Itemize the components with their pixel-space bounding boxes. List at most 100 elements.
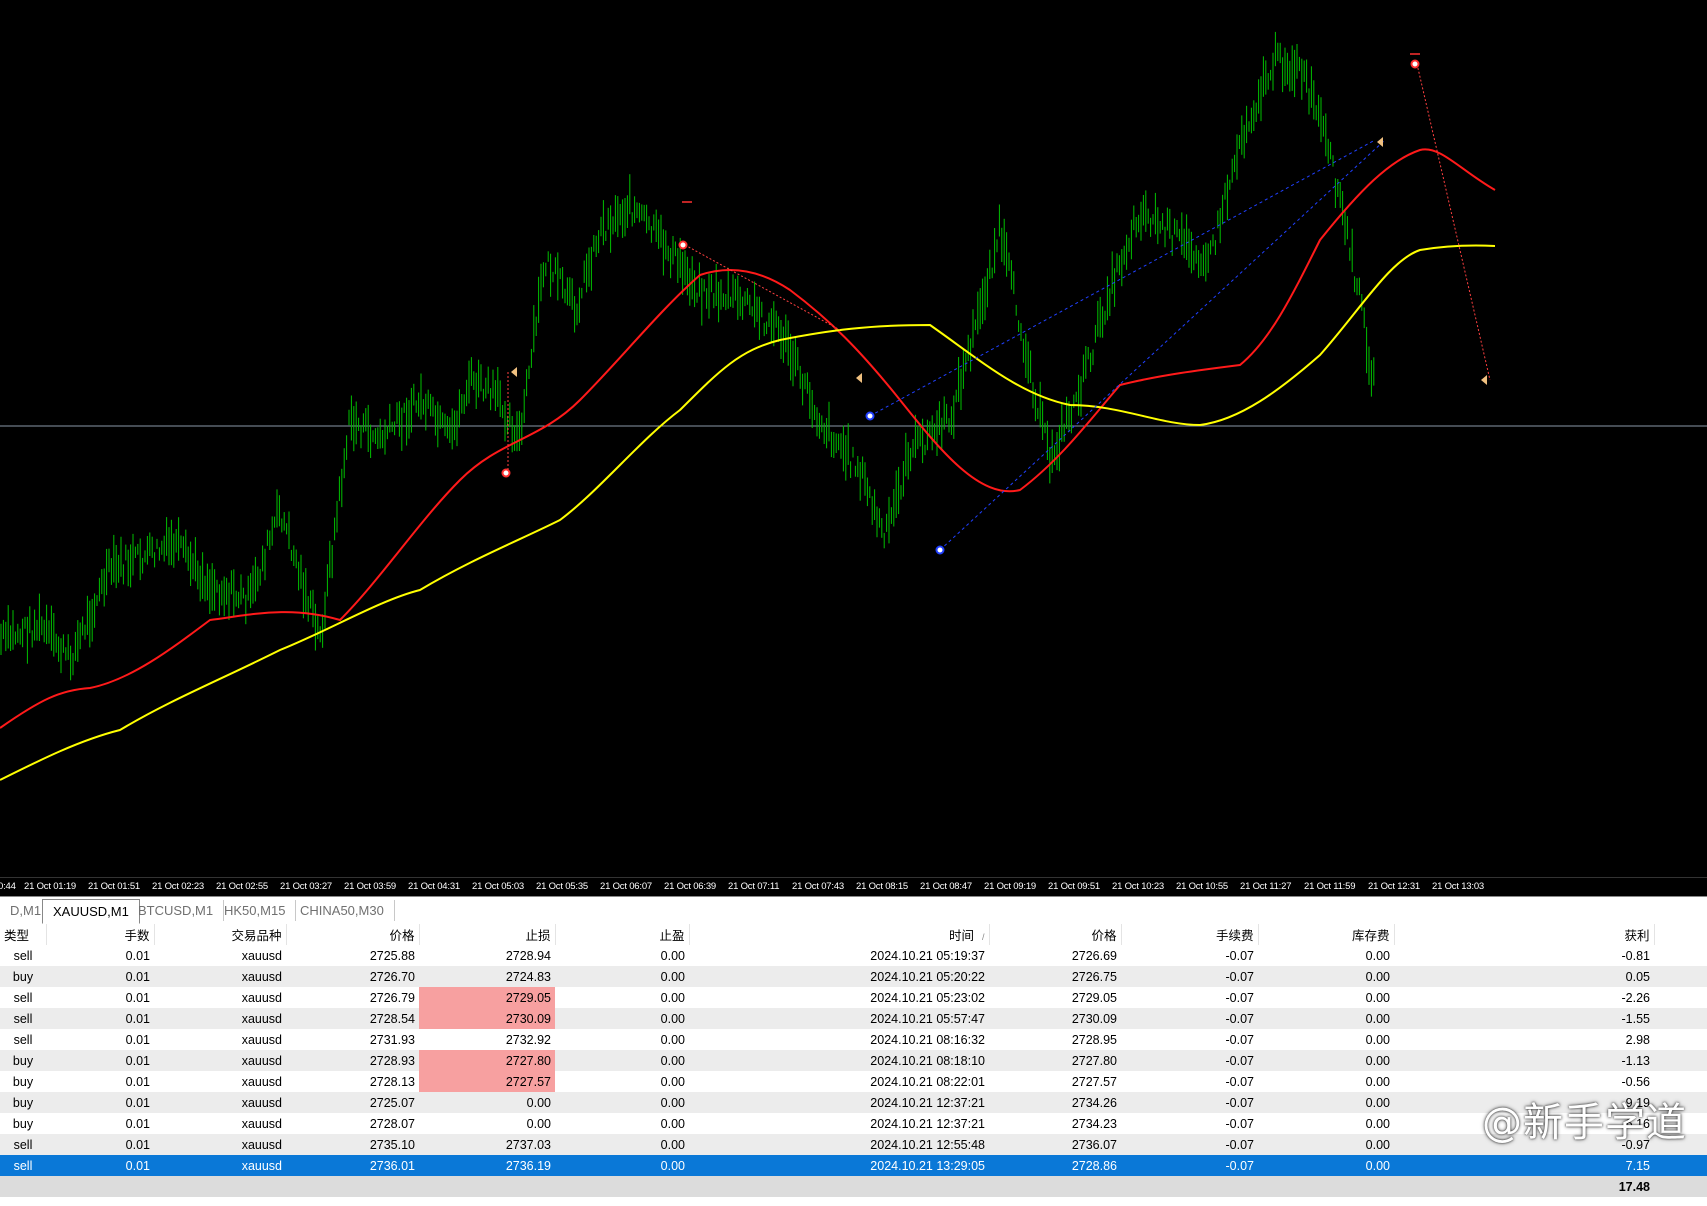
col-commission-header[interactable]: 手续费 xyxy=(1121,924,1259,945)
table-row[interactable]: buy 0.01 xauusd 2725.07 0.00 0.00 2024.10.21 1… xyxy=(0,1092,1707,1113)
time-tick-label: 21 Oct 09:19 xyxy=(984,881,1036,892)
cell-type: buy xyxy=(12,1116,34,1131)
trade-line xyxy=(869,139,1376,417)
table-row[interactable]: buy 0.01 xauusd 2728.07 0.00 0.00 2024.10.21 1… xyxy=(0,1113,1707,1134)
cell-tp: 0.00 xyxy=(555,1134,689,1155)
cell-spacer xyxy=(1654,1029,1707,1050)
cell-sl: 2736.19 xyxy=(419,1155,555,1176)
col-open-price-header[interactable]: 价格 xyxy=(286,924,420,945)
total-empty-cell xyxy=(286,1176,419,1197)
table-row[interactable]: buy 0.01 xauusd 2728.13 2727.57 0.00 2024.10.2… xyxy=(0,1071,1707,1092)
tab-xauusd-m1[interactable]: XAUUSD,M1 xyxy=(42,899,140,924)
cell-sl: 2737.03 xyxy=(419,1134,555,1155)
cell-swap: 0.00 xyxy=(1365,948,1390,963)
time-tick-label: 21 Oct 09:51 xyxy=(1048,881,1100,892)
cell-profit: 2.98 xyxy=(1625,1032,1650,1047)
cell-swap: 0.00 xyxy=(1365,1074,1390,1089)
cell-lots: 0.01 xyxy=(125,1074,150,1089)
cell-commission: -0.07 xyxy=(1121,1050,1258,1071)
cell-tp: 0.00 xyxy=(660,990,685,1005)
cell-swap: 0.00 xyxy=(1365,990,1390,1005)
price-chart[interactable]: 0:44 21 Oct 01:19 21 Oct 01:51 21 Oct 02:23… xyxy=(0,0,1707,896)
col-close-price-header[interactable]: 价格 xyxy=(989,924,1122,945)
cell-spacer xyxy=(1654,1134,1707,1155)
cell-commission: -0.07 xyxy=(1225,1116,1255,1131)
ma-slow-line xyxy=(0,244,1496,781)
col-tp-header[interactable]: 止盈 xyxy=(555,924,690,945)
cell-close-price: 2728.95 xyxy=(1071,1032,1117,1047)
col-sl-header[interactable]: 止损 xyxy=(419,924,556,945)
cell-sl: 2730.09 xyxy=(419,1008,555,1029)
cell-lots: 0.01 xyxy=(125,1116,150,1131)
cell-swap: 0.00 xyxy=(1365,1032,1390,1047)
table-row[interactable]: buy 0.01 xauusd 2728.93 2727.80 0.00 2024.10.2… xyxy=(0,1050,1707,1071)
cell-tp: 0.00 xyxy=(660,1032,685,1047)
tab-hk50-m15[interactable]: HK50,M15 xyxy=(214,900,297,921)
cell-symbol: xauusd xyxy=(241,1074,282,1089)
tab-btcusd-m1[interactable]: BTCUSD,M1 xyxy=(128,900,225,921)
cell-open-price: 2735.10 xyxy=(286,1134,419,1155)
cell-lots: 0.01 xyxy=(125,990,150,1005)
table-row[interactable]: sell 0.01 xauusd 2736.01 2736.19 0.00 2024.10.… xyxy=(0,1155,1707,1176)
exit-arrow-marker xyxy=(856,373,862,383)
col-profit-header[interactable]: 获利 xyxy=(1394,924,1655,945)
time-tick-label: 21 Oct 07:11 xyxy=(728,881,780,892)
cell-commission: -0.07 xyxy=(1121,966,1258,987)
total-empty-cell xyxy=(0,1176,46,1197)
cell-sl: 2724.83 xyxy=(419,966,555,987)
total-empty-cell xyxy=(1258,1176,1394,1197)
cell-time: 2024.10.21 08:16:32 xyxy=(870,1032,985,1047)
table-row[interactable]: sell 0.01 xauusd 2726.79 2729.05 0.00 2024.10.… xyxy=(0,987,1707,1008)
chart-canvas[interactable] xyxy=(0,0,1707,877)
col-symbol-header[interactable]: 交易品种 xyxy=(154,924,287,945)
ma-fast-line xyxy=(0,148,1496,729)
cell-swap: 0.00 xyxy=(1258,966,1394,987)
cell-symbol: xauusd xyxy=(154,1050,286,1071)
cell-commission: -0.07 xyxy=(1121,1155,1258,1176)
cell-tp: 0.00 xyxy=(660,948,685,963)
table-row[interactable]: sell 0.01 xauusd 2728.54 2730.09 0.00 2024.10.… xyxy=(0,1008,1707,1029)
time-tick-label: 21 Oct 04:31 xyxy=(408,881,460,892)
cell-lots: 0.01 xyxy=(46,1155,154,1176)
time-tick-label: 21 Oct 03:27 xyxy=(280,881,332,892)
total-empty-cell xyxy=(555,1176,689,1197)
cell-spacer xyxy=(1654,1155,1707,1176)
cell-spacer xyxy=(1654,1176,1707,1197)
time-tick-label: 21 Oct 01:51 xyxy=(88,881,140,892)
cell-close-price: 2730.09 xyxy=(989,1008,1121,1029)
cell-symbol: xauusd xyxy=(241,1116,282,1131)
cell-sl: 2729.05 xyxy=(419,987,555,1008)
time-tick-label: 21 Oct 01:19 xyxy=(24,881,76,892)
trade-line xyxy=(939,139,1386,551)
cell-time: 2024.10.21 12:37:21 xyxy=(870,1116,985,1131)
cell-commission: -0.07 xyxy=(1121,1092,1258,1113)
table-total-row: 17.48 xyxy=(0,1176,1707,1197)
time-tick-label: 21 Oct 10:55 xyxy=(1176,881,1228,892)
table-row[interactable]: buy 0.01 xauusd 2726.70 2724.83 0.00 2024.10.2… xyxy=(0,966,1707,987)
cell-profit: -0.97 xyxy=(1394,1134,1654,1155)
tab-china50-m30[interactable]: CHINA50,M30 xyxy=(290,900,395,921)
cell-open-price: 2728.54 xyxy=(286,1008,419,1029)
cell-type: buy xyxy=(12,1074,34,1089)
table-row[interactable]: sell 0.01 xauusd 2731.93 2732.92 0.00 2024.10.… xyxy=(0,1029,1707,1050)
cell-close-price: 2734.26 xyxy=(989,1092,1121,1113)
cell-type: sell xyxy=(0,1008,46,1029)
cell-symbol: xauusd xyxy=(241,948,282,963)
cell-symbol: xauusd xyxy=(154,1134,286,1155)
exit-arrow-marker xyxy=(1377,137,1383,147)
table-row[interactable]: sell 0.01 xauusd 2725.88 2728.94 0.00 2024.10.… xyxy=(0,945,1707,966)
col-type-header[interactable]: 类型 xyxy=(0,924,47,945)
col-lots-header[interactable]: 手数 xyxy=(46,924,155,945)
table-row[interactable]: sell 0.01 xauusd 2735.10 2737.03 0.00 2024.10.… xyxy=(0,1134,1707,1155)
cell-spacer xyxy=(1654,945,1707,966)
cell-profit: 7.15 xyxy=(1394,1155,1654,1176)
cell-commission: -0.07 xyxy=(1225,990,1255,1005)
time-tick-label: 21 Oct 13:03 xyxy=(1432,881,1484,892)
col-time-header[interactable]: 时间 / xyxy=(689,924,990,945)
col-swap-header[interactable]: 库存费 xyxy=(1258,924,1395,945)
cell-profit: -0.56 xyxy=(1621,1074,1651,1089)
cell-lots: 0.01 xyxy=(125,948,150,963)
cell-close-price: 2729.05 xyxy=(1071,990,1117,1005)
cell-symbol: xauusd xyxy=(154,1008,286,1029)
trade-line xyxy=(684,244,841,331)
